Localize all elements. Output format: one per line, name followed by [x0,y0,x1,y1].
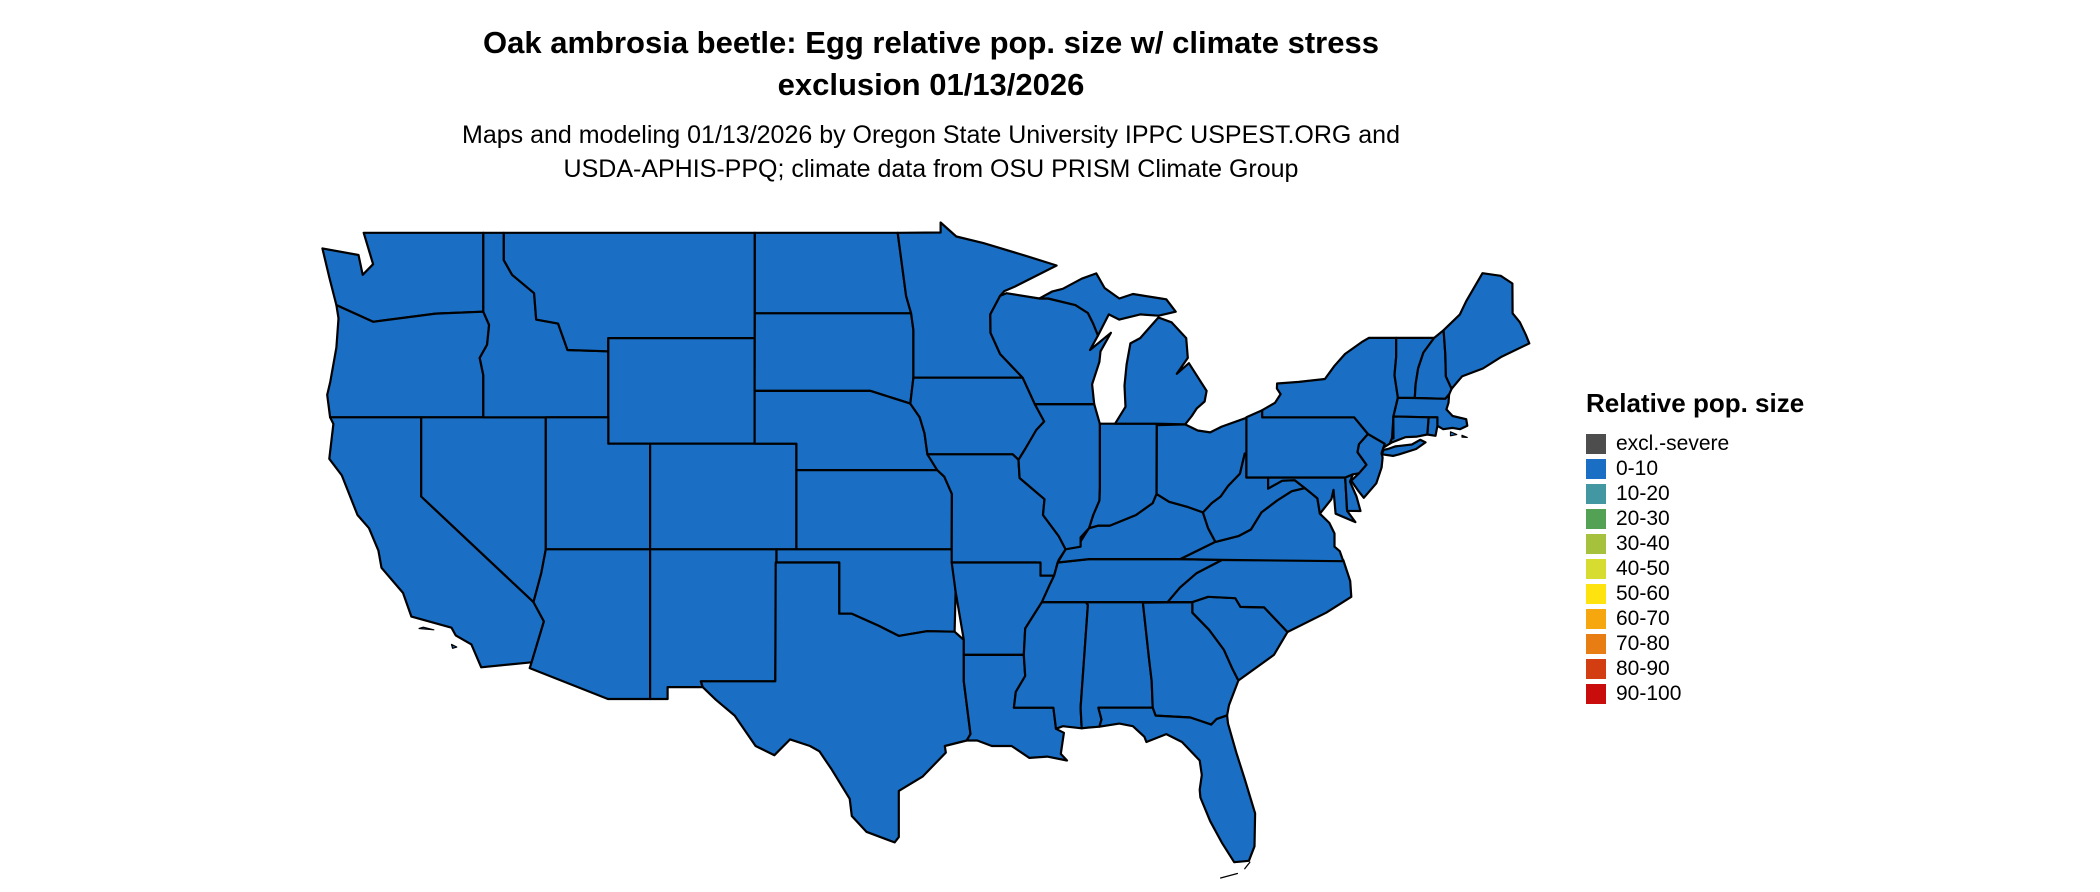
island-5 [1244,861,1251,870]
page-subtitle-line-2: USDA-APHIS-PPQ; climate data from OSU PR… [563,155,1299,183]
state-oh [1155,416,1248,514]
state-nm [649,548,778,701]
state-co [649,442,798,551]
legend-swatch-60-70 [1586,608,1606,629]
legend-swatch-50-60 [1586,583,1606,604]
legend-label: 20-30 [1616,507,1670,530]
state-md [1267,476,1357,524]
legend-row-90-100: 90-100 [1586,681,1804,706]
us-map-svg [321,221,1531,879]
page-title: Oak ambrosia beetle: Egg relative pop. s… [0,22,1862,106]
legend-title: Relative pop. size [1586,388,1805,418]
legend-row-20-30: 20-30 [1586,506,1804,531]
legend: Relative pop. size excl.-severe 0-10 10-20… [1586,388,1804,706]
page-subtitle: Maps and modeling 01/13/2026 by Oregon S… [0,118,1862,186]
legend-swatch-90-100 [1586,683,1606,704]
legend-label: 70-80 [1616,632,1670,655]
legend-label: 90-100 [1616,682,1682,705]
legend-row-40-50: 40-50 [1586,556,1804,581]
page-subtitle-line-1: Maps and modeling 01/13/2026 by Oregon S… [462,121,1400,149]
legend-label: excl.-severe [1616,432,1730,455]
legend-label: 10-20 [1616,482,1670,505]
legend-swatch-80-90 [1586,658,1606,679]
state-mi [1114,316,1208,426]
island-1 [1461,434,1468,438]
legend-row-excl.-severe: excl.-severe [1586,431,1804,456]
state-nd [753,231,913,315]
legend-row-10-20: 10-20 [1586,481,1804,506]
legend-swatch-20-30 [1586,508,1606,529]
island-2 [418,626,435,631]
state-ri [1426,416,1439,437]
legend-label: 80-90 [1616,657,1670,680]
legend-row-70-80: 70-80 [1586,631,1804,656]
legend-row-0-10: 0-10 [1586,456,1804,481]
legend-swatch-0-10 [1586,458,1606,479]
legend-row-30-40: 30-40 [1586,531,1804,556]
state-ia [909,376,1046,461]
legend-swatch-excl.-severe [1586,433,1606,454]
page-title-line-2: exclusion 01/13/2026 [777,67,1085,102]
island-0 [1449,431,1458,437]
island-4 [1220,872,1238,879]
state-wy [607,337,756,445]
state-ny [1261,336,1399,449]
state-pa [1245,409,1370,479]
legend-row-50-60: 50-60 [1586,581,1804,606]
state-az [528,548,652,701]
legend-swatch-40-50 [1586,558,1606,579]
legend-swatch-10-20 [1586,483,1606,504]
island-3 [450,643,458,649]
legend-row-80-90: 80-90 [1586,656,1804,681]
state-wa [321,231,485,323]
state-me [1442,272,1531,390]
legend-label: 60-70 [1616,607,1670,630]
legend-label: 40-50 [1616,557,1670,580]
state-or [326,304,491,419]
legend-label: 30-40 [1616,532,1670,555]
us-choropleth-map [300,218,1540,886]
state-tx [699,561,972,844]
legend-swatch-30-40 [1586,533,1606,554]
state-miup [1038,272,1177,337]
legend-swatch-70-80 [1586,633,1606,654]
state-li [1380,438,1427,457]
page-title-line-1: Oak ambrosia beetle: Egg relative pop. s… [483,25,1379,60]
state-ct [1388,415,1430,445]
legend-label: 50-60 [1616,582,1670,605]
state-fl [1097,706,1257,864]
legend-label: 0-10 [1616,457,1659,480]
state-il [1017,403,1101,551]
state-ks [795,469,953,551]
legend-items: excl.-severe 0-10 10-20 20-30 30-40 40-50 50-6… [1586,431,1804,706]
legend-row-60-70: 60-70 [1586,606,1804,631]
